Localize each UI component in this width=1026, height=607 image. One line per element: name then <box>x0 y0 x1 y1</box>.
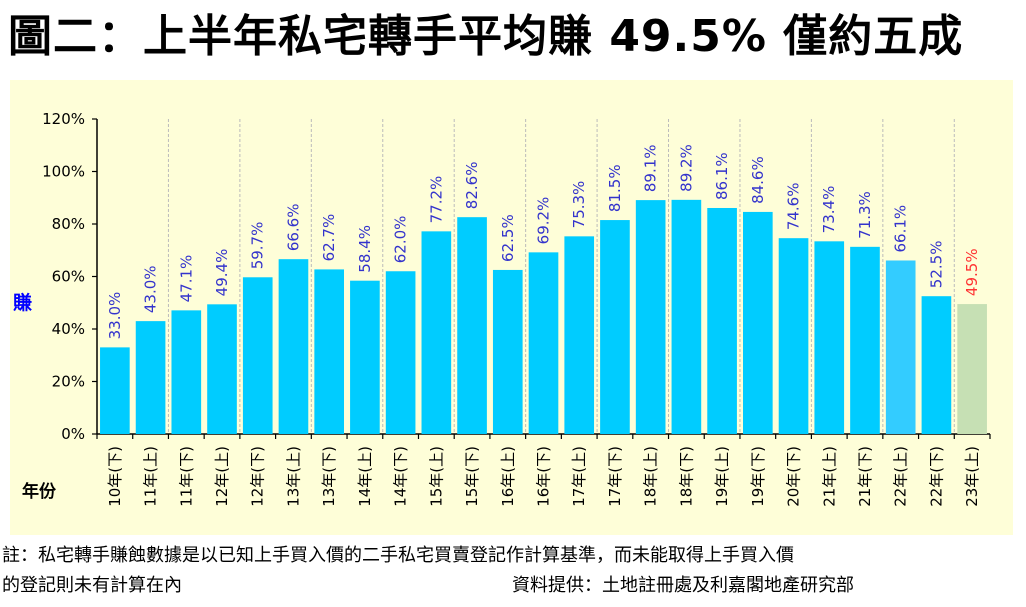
footnote-line-2: 的登記則未有計算在內 <box>2 575 182 596</box>
x-tick-label: 16年(下) <box>535 446 553 507</box>
data-label: 89.2% <box>677 144 695 192</box>
x-tick-label: 13年(下) <box>320 446 338 507</box>
bar <box>207 304 237 434</box>
y-tick-label: 40% <box>52 320 85 338</box>
y-axis-label: 賺 <box>13 291 32 314</box>
x-axis-label: 年份 <box>22 481 57 502</box>
bar <box>814 241 845 434</box>
data-labels: 33.0% 43.0% 47.1% 49.4% 59.7% 66.6% 62.7% 58.4%… <box>106 144 981 339</box>
source-note: 資料提供：土地註冊處及利嘉閣地產研究部 <box>512 575 854 596</box>
x-tick-label: 16年(上) <box>499 446 517 507</box>
x-tick-label: 19年(下) <box>749 446 767 507</box>
x-tick-label: 17年(下) <box>606 446 624 507</box>
data-label: 82.6% <box>463 162 481 210</box>
x-tick-label: 21年(上) <box>820 446 838 507</box>
y-tick-label: 0% <box>61 425 85 443</box>
y-tick-label: 80% <box>52 215 85 233</box>
data-label: 49.4% <box>213 249 231 297</box>
x-tick-label: 15年(下) <box>463 446 481 507</box>
data-label: 84.6% <box>749 156 767 204</box>
data-label: 52.5% <box>927 241 945 289</box>
bar <box>564 236 595 434</box>
bar <box>707 207 737 434</box>
y-tick-label: 100% <box>42 163 85 181</box>
x-tick-label: 23年(上) <box>963 446 981 507</box>
data-label: 33.0% <box>106 292 124 340</box>
data-label: 75.3% <box>570 181 588 229</box>
bar <box>742 211 773 434</box>
bar <box>314 269 345 434</box>
bar <box>921 296 952 434</box>
bar <box>850 246 880 434</box>
bar <box>492 269 523 434</box>
x-tick-label: 11年(上) <box>142 446 160 507</box>
data-label: 86.1% <box>713 152 731 200</box>
x-tick-label: 21年(下) <box>856 446 874 507</box>
x-tick-label: 12年(下) <box>249 446 267 507</box>
bar <box>778 238 809 434</box>
x-tick-label: 20年(下) <box>785 446 803 507</box>
data-label: 73.4% <box>820 186 838 234</box>
data-label: 47.1% <box>177 255 195 303</box>
data-label: 66.6% <box>284 204 302 252</box>
x-tick-label: 14年(下) <box>392 446 410 507</box>
y-tick-label: 120% <box>42 110 85 128</box>
bar <box>100 347 130 434</box>
y-tick-label: 60% <box>52 268 85 286</box>
bar <box>278 259 309 434</box>
data-label: 66.1% <box>892 205 910 253</box>
chart-title: 圖二：上半年私宅轉手平均賺 49.5% 僅約五成 <box>8 11 964 62</box>
bar <box>242 277 273 434</box>
bar-chart: 33.0% 43.0% 47.1% 49.4% 59.7% 66.6% 62.7% 58.4%… <box>13 110 991 507</box>
bar <box>350 280 380 434</box>
x-tick-label: 18年(上) <box>642 446 660 507</box>
bar <box>957 304 987 434</box>
x-tick-label: 12年(上) <box>213 446 231 507</box>
bar <box>635 200 666 434</box>
bar <box>457 217 487 434</box>
bar <box>421 231 452 434</box>
x-tick-label: 22年(上) <box>892 446 910 507</box>
y-tick-labels: 0% 20% 40% 60% 80% 100% 120% <box>42 110 85 443</box>
data-label: 58.4% <box>356 225 374 273</box>
x-tick-label: 18年(下) <box>677 446 695 507</box>
bar <box>135 321 166 434</box>
x-tick-label: 17年(上) <box>570 446 588 507</box>
bar <box>671 199 702 434</box>
x-tick-labels: 10年(下) 11年(上) 11年(下) 12年(上) 12年(下) 13年(上) 13年(… <box>106 446 981 507</box>
data-label: 81.5% <box>606 164 624 212</box>
bars <box>100 199 987 434</box>
x-tick-label: 13年(上) <box>284 446 302 507</box>
gridlines <box>167 119 955 434</box>
x-tick-label: 22年(下) <box>927 446 945 507</box>
data-label: 74.6% <box>785 183 803 231</box>
bar <box>885 260 916 434</box>
bar <box>600 220 630 434</box>
x-tick-label: 11年(下) <box>177 446 195 507</box>
data-label: 62.7% <box>320 214 338 262</box>
bar <box>385 271 416 434</box>
x-tick-label: 14年(上) <box>356 446 374 507</box>
data-label: 77.2% <box>427 176 445 224</box>
y-tick-label: 20% <box>52 373 85 391</box>
chart-area: 33.0% 43.0% 47.1% 49.4% 59.7% 66.6% 62.7% 58.4%… <box>10 80 1013 535</box>
data-label: 59.7% <box>249 222 267 270</box>
data-label: 89.1% <box>642 144 660 192</box>
data-label: 69.2% <box>535 197 553 245</box>
data-label: 62.0% <box>392 216 410 264</box>
data-label: 71.3% <box>856 191 874 239</box>
data-label: 49.5% <box>963 248 981 296</box>
bar <box>528 252 559 434</box>
footnote-line-1: 註：私宅轉手賺蝕數據是以已知上手買入價的二手私宅買賣登記作計算基準，而未能取得上… <box>2 545 794 566</box>
data-label: 43.0% <box>142 265 160 313</box>
x-tick-label: 10年(下) <box>106 446 124 507</box>
x-tick-label: 19年(上) <box>713 446 731 507</box>
bar <box>171 310 202 434</box>
x-tick-label: 15年(上) <box>427 446 445 507</box>
data-label: 62.5% <box>499 214 517 262</box>
